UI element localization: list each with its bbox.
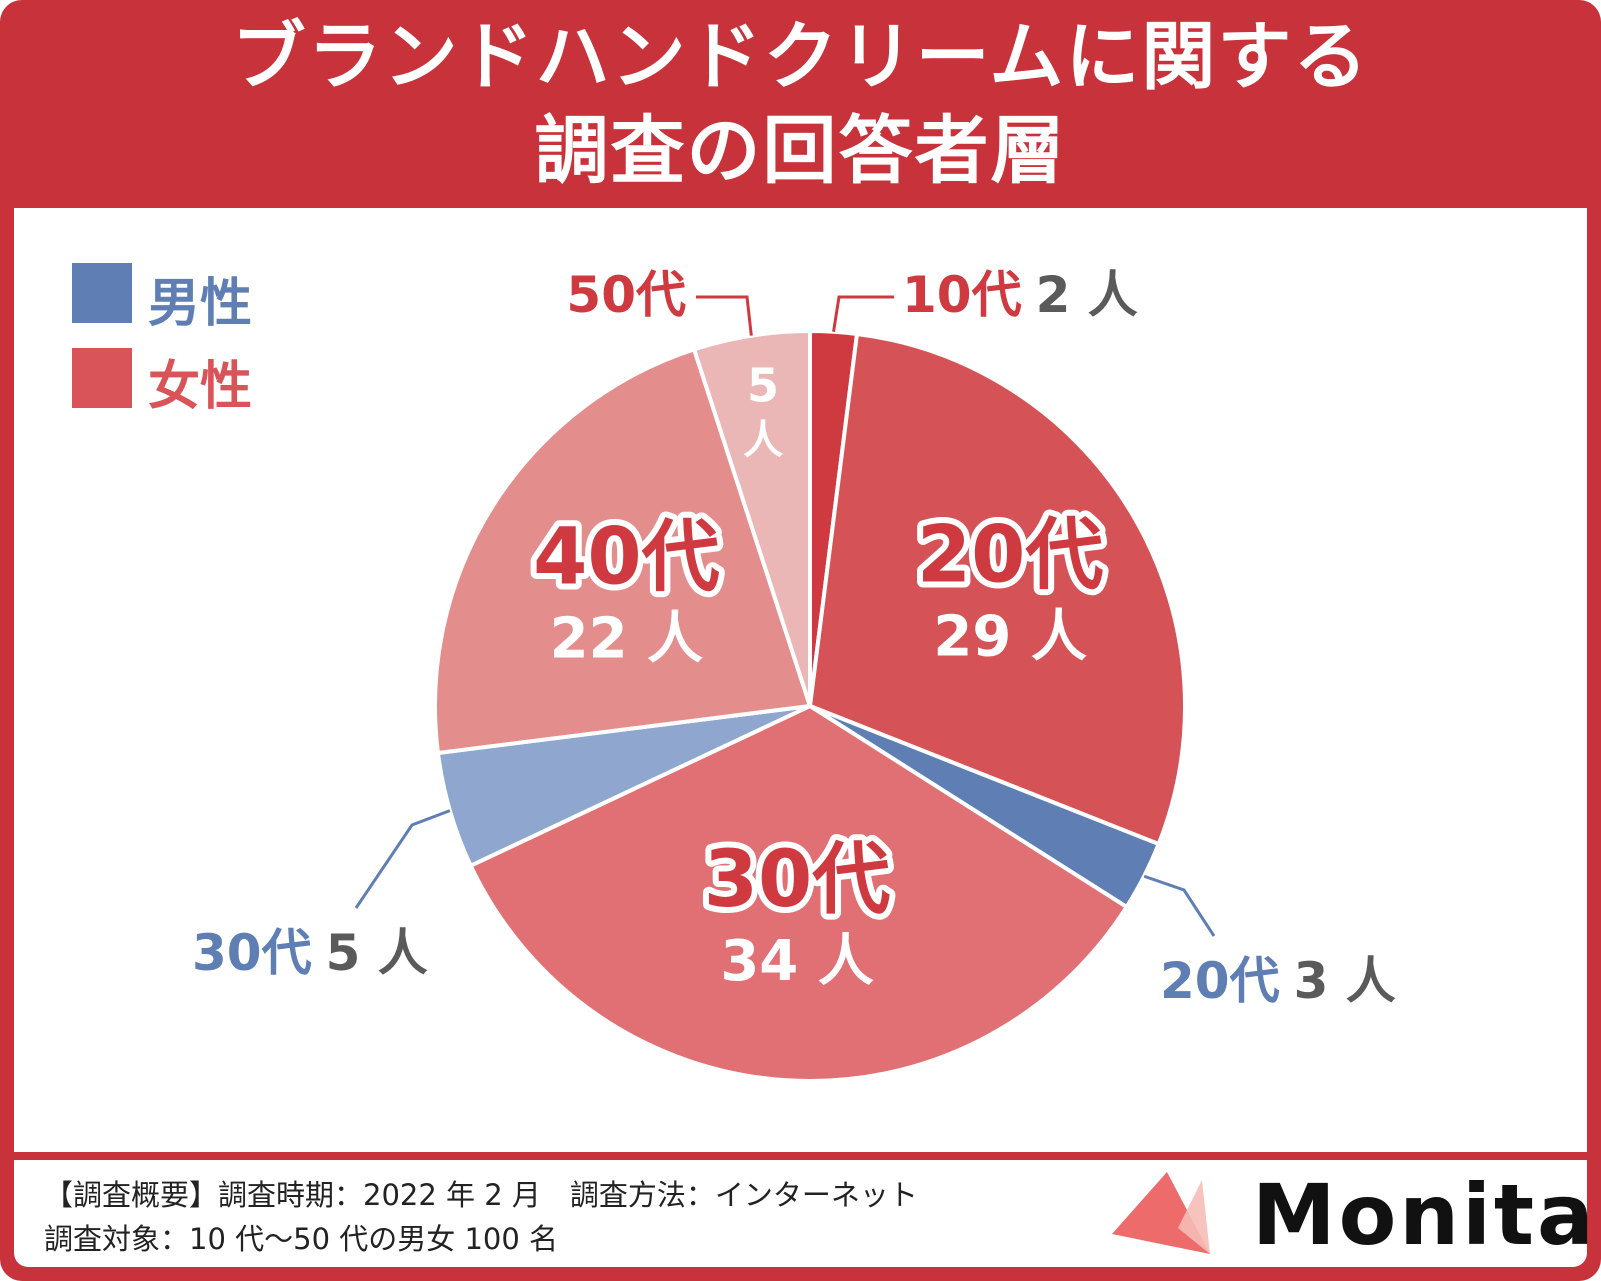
title-line-2: 調査の回答者層	[534, 108, 1067, 194]
title-line-1: ブランドハンドクリームに関する	[231, 14, 1370, 100]
leader-line-2	[1143, 874, 1216, 937]
slice-count-value-6: 5	[747, 359, 779, 413]
slice-count-unit-6: 人	[743, 418, 783, 464]
outside-count-2: 3 人	[1294, 952, 1396, 1010]
slice-count-label-1: 29 人	[933, 605, 1086, 670]
leader-line-4	[354, 809, 451, 909]
pie-slice-5	[433, 346, 813, 756]
legend: 男性 女性	[72, 263, 252, 417]
chart-title: ブランドハンドクリームに関する 調査の回答者層	[0, 0, 1601, 208]
legend-label-female: 女性	[148, 357, 252, 417]
outside-count-4: 5 人	[326, 924, 428, 982]
chart-panel: 男性 女性 20代 29 人 30代 34 人 40代 22 人 5 人 10代 2 人 50代 20…	[14, 208, 1587, 1152]
slice-age-label-1: 20代	[917, 511, 1104, 601]
slice-count-label-5: 22 人	[550, 606, 703, 671]
pie-slice-1	[807, 331, 1187, 847]
survey-summary-line-2: 調査対象：10 代〜50 代の男女 100 名	[44, 1222, 559, 1256]
outside-age-6: 50代	[566, 266, 686, 324]
brand-triangle-icon	[1112, 1172, 1210, 1254]
legend-label-male: 男性	[148, 274, 252, 334]
pie-slice-3	[468, 703, 1130, 1083]
footer: 【調査概要】調査時期：2022 年 2 月 調査方法：インターネット 調査対象：…	[14, 1160, 1594, 1267]
brand-name: Monita	[1252, 1166, 1597, 1264]
survey-summary-line-1: 【調査概要】調査時期：2022 年 2 月 調査方法：インターネット	[44, 1178, 918, 1212]
outside-label-0: 10代 2 人	[902, 266, 1138, 324]
outside-age-2: 20代	[1160, 952, 1280, 1010]
outside-age-4: 30代	[192, 924, 312, 982]
outside-label-2: 20代 3 人	[1160, 952, 1396, 1010]
legend-swatch-female	[72, 348, 132, 408]
outside-label-4: 30代 5 人	[192, 924, 428, 982]
outside-label-6: 50代	[566, 266, 686, 324]
leader-line-6	[696, 295, 753, 336]
legend-swatch-male	[72, 263, 132, 323]
leader-line-0	[832, 295, 894, 332]
slice-count-label-3: 34 人	[720, 929, 873, 994]
pie-slice-6	[691, 328, 812, 707]
outside-count-0: 2 人	[1036, 266, 1138, 324]
leader-lines	[354, 295, 1216, 937]
outside-age-0: 10代	[902, 266, 1022, 324]
slice-age-label-5: 40代	[533, 512, 720, 602]
slice-age-label-3: 30代	[704, 835, 891, 925]
pie-slices	[433, 328, 1187, 1083]
brand-logo: Monita	[1112, 1168, 1594, 1260]
